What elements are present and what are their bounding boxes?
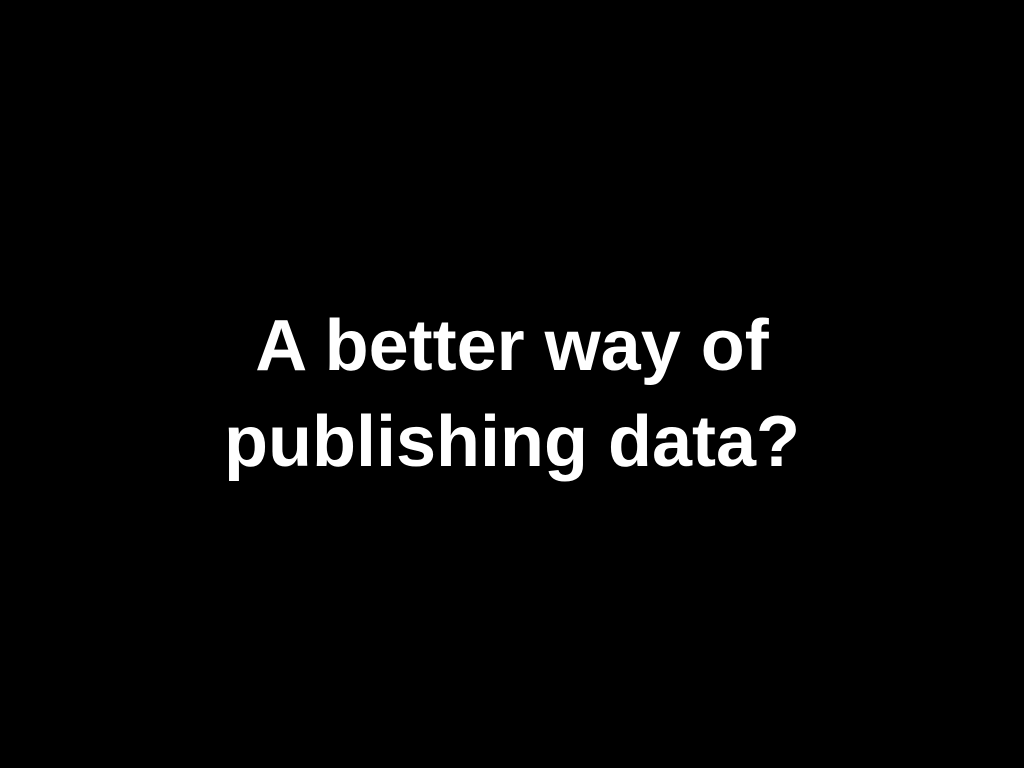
slide-title-line-2: publishing data? [224, 402, 800, 482]
slide-title: A better way of publishing data? [0, 298, 1024, 490]
slide-title-line-1: A better way of [255, 306, 769, 386]
